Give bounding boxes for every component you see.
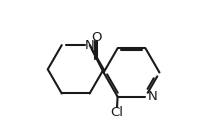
Text: N: N: [85, 39, 95, 52]
Text: Cl: Cl: [110, 106, 123, 119]
Text: N: N: [148, 90, 158, 103]
Text: O: O: [91, 31, 102, 44]
